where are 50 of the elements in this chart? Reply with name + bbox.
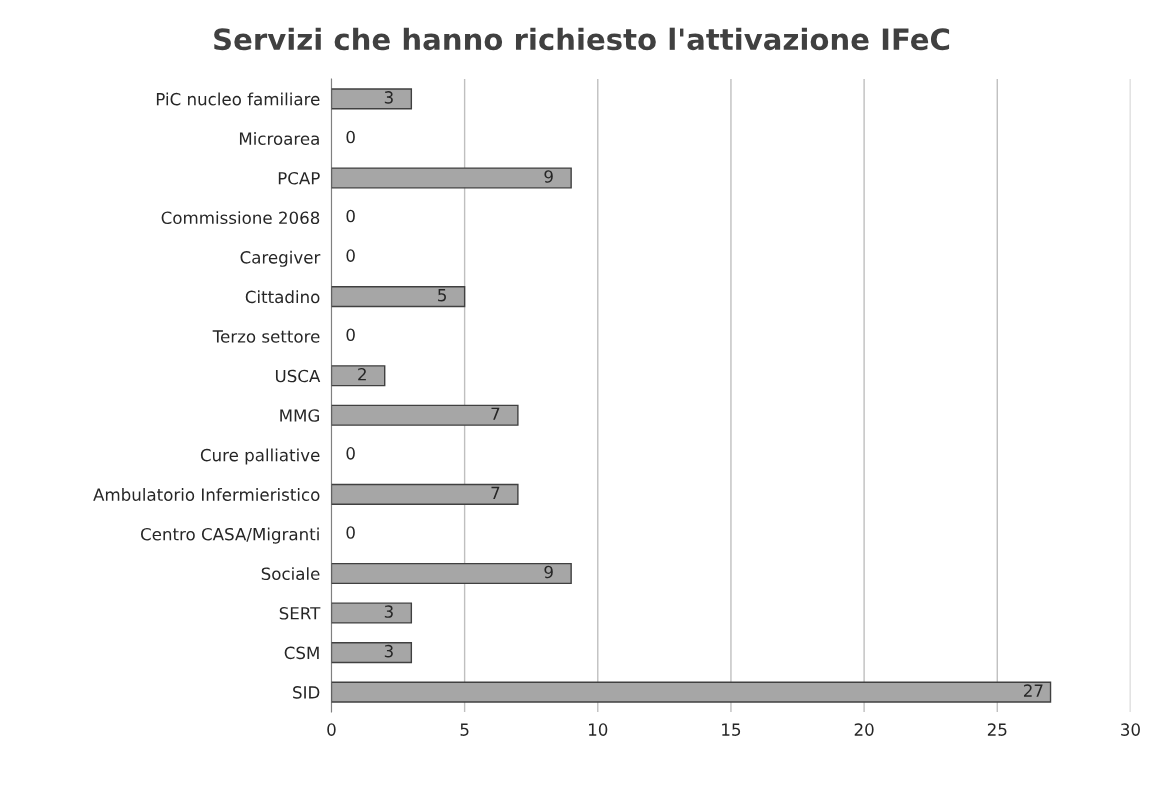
y-tick-label: Microarea [239, 132, 319, 145]
bar [331, 286, 466, 308]
data-label: 0 [346, 209, 355, 223]
data-label: 0 [346, 526, 355, 539]
bar [331, 641, 413, 664]
data-label: 2 [358, 367, 366, 381]
data-label: 3 [384, 91, 393, 104]
x-tick-label: 30 [1121, 723, 1140, 736]
bar [331, 404, 519, 426]
y-tick-label: Commissione 2068 [161, 211, 320, 225]
y-tick-label: PiC nucleo familiare [156, 92, 320, 106]
data-label: 5 [438, 289, 446, 302]
x-tick-label: 5 [460, 723, 469, 736]
y-tick-label: Caregiver [240, 250, 321, 267]
y-tick-label: Terzo settore [212, 330, 320, 343]
data-label: 9 [544, 170, 553, 183]
chart-title: Servizi che hanno richiesto l'attivazione IFeC [214, 27, 950, 51]
x-tick-label: 20 [854, 723, 874, 736]
bar [331, 681, 1052, 703]
data-label: 9 [544, 565, 553, 579]
y-tick-label: Centro CASA/Migranti [140, 527, 319, 544]
data-label: 0 [346, 130, 355, 144]
x-tick-label: 25 [987, 723, 1007, 736]
y-tick-label: Sociale [261, 567, 320, 581]
data-label: 0 [346, 447, 355, 460]
y-tick-label: MMG [280, 409, 319, 422]
y-tick-label: Ambulatorio Infermieristico [93, 488, 320, 501]
bar [331, 602, 413, 624]
y-tick-label: Cittadino [245, 290, 320, 304]
y-tick-label: USCA [275, 369, 321, 383]
data-label: 7 [491, 486, 500, 499]
bar [331, 483, 519, 505]
x-tick-label: 15 [722, 723, 741, 736]
y-tick-label: CSM [284, 646, 319, 660]
bar [331, 562, 572, 585]
data-label: 3 [384, 605, 393, 618]
bar [331, 365, 386, 387]
data-label: 7 [491, 407, 500, 420]
data-label: 0 [346, 249, 355, 262]
x-tick-label: 0 [327, 723, 336, 736]
y-tick-label: SERT [279, 606, 321, 620]
bar [331, 88, 413, 110]
data-label: 0 [346, 328, 355, 342]
data-label: 3 [384, 644, 393, 658]
y-tick-label: PCAP [278, 171, 320, 185]
y-tick-label: SID [293, 686, 320, 699]
y-tick-label: Cure palliative [200, 448, 320, 465]
x-tick-label: 10 [589, 723, 608, 736]
data-label: 27 [1023, 684, 1043, 697]
bar [331, 167, 572, 189]
